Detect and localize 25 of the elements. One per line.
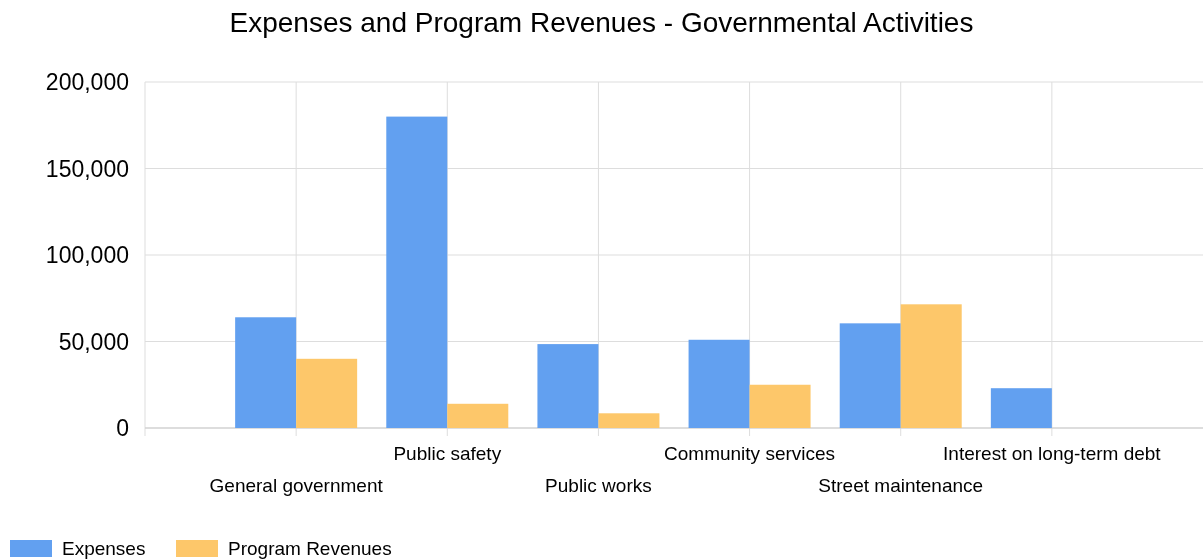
legend-label: Expenses <box>62 538 146 559</box>
x-tick-label: Public works <box>545 475 652 496</box>
y-tick-label: 200,000 <box>45 69 129 95</box>
bar <box>688 339 750 428</box>
bar <box>598 413 660 428</box>
x-tick-label: Street maintenance <box>818 475 984 496</box>
y-tick-label: 150,000 <box>45 155 129 182</box>
bar <box>990 388 1052 428</box>
legend-label: Program Revenues <box>228 538 392 559</box>
bar <box>749 384 811 428</box>
y-tick-label: 0 <box>116 415 129 441</box>
y-tick-label: 100,000 <box>45 242 129 268</box>
bar <box>447 403 509 428</box>
x-tick-label: General government <box>209 475 384 496</box>
y-tick-label: 50,000 <box>58 328 129 355</box>
x-tick-label: Community services <box>664 443 836 464</box>
bar <box>235 317 297 428</box>
bar <box>386 116 448 428</box>
x-tick-label: Public safety <box>393 443 502 464</box>
chart-title: Expenses and Program Revenues - Governmental Activities <box>229 7 974 38</box>
bar <box>537 344 599 428</box>
bar <box>296 358 358 428</box>
bar <box>900 304 962 428</box>
x-tick-label: Interest on long-term debt <box>943 443 1162 464</box>
bar <box>839 323 901 428</box>
